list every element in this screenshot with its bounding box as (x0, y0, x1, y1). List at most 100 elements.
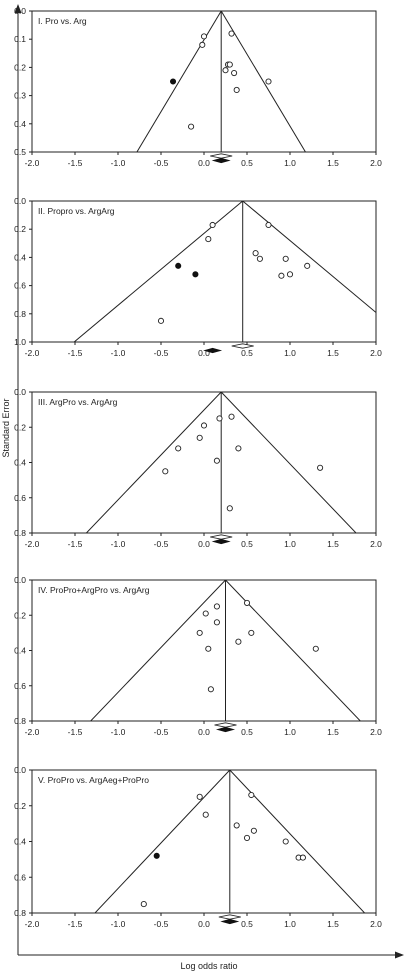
funnel-lines (136, 11, 307, 152)
funnel-left-line (136, 11, 222, 152)
funnel-lines (73, 201, 376, 342)
open-study-point (205, 645, 212, 652)
open-study-point (265, 78, 272, 85)
open-study-point (278, 272, 285, 279)
x-tick-label: 1.5 (327, 158, 339, 168)
x-tick-label: 0.5 (241, 539, 253, 549)
y-tick-label: 0.4 (14, 252, 26, 262)
open-study-point (209, 221, 216, 229)
x-tick-label: -0.5 (154, 348, 169, 358)
open-study-point (207, 686, 214, 693)
x-tick-label: 1.5 (327, 348, 339, 358)
filled-study-point (192, 271, 199, 278)
panel-title: III. ArgPro vs. ArgArg (38, 397, 118, 407)
open-study-point (233, 86, 240, 94)
x-tick-label: -1.5 (68, 727, 83, 737)
x-tick-label: -1.0 (111, 158, 126, 168)
y-tick-label: 0.2 (14, 422, 26, 432)
y-tick-label: 0.0 (14, 6, 26, 16)
panel-2: -2.0 -1.5 -1.0 -0.5 0.0 0.5 1.0 1.5 2.0 0.0 0.2 0.4… (14, 196, 382, 358)
open-study-point (175, 445, 182, 452)
x-tick-label: -2.0 (25, 348, 40, 358)
open-study-point (222, 67, 229, 74)
open-study-point (235, 638, 242, 645)
summary-diamond-filled (220, 918, 240, 925)
y-tick-label: 0.8 (14, 908, 26, 918)
open-study-point (282, 255, 289, 262)
open-study-point (286, 271, 294, 278)
open-study-point (162, 468, 169, 475)
panel-title: I. Pro vs. Arg (38, 16, 87, 26)
plot-frame (31, 10, 377, 153)
y-tick-label: 0.2 (14, 610, 26, 620)
y-tick-label: 0.0 (14, 196, 26, 206)
panel-title: II. Propro vs. ArgArg (38, 206, 115, 216)
open-study-point (200, 33, 208, 40)
open-study-point (226, 61, 233, 68)
panel-title: V. ProPro vs. ArgAeg+ProPro (38, 775, 149, 785)
open-study-point (140, 901, 147, 908)
summary-diamond-filled (215, 726, 236, 733)
summary-diamond-filled (211, 538, 231, 545)
x-tick-label: -1.0 (111, 727, 126, 737)
x-tick-label: -2.0 (25, 727, 40, 737)
x-tick-label: -1.5 (68, 919, 83, 929)
x-tick-label: -1.5 (68, 539, 83, 549)
y-tick-label: 0.0 (14, 387, 26, 397)
plot-frame (31, 391, 377, 534)
x-tick-label: -1.0 (111, 919, 126, 929)
y-tick-label: 0.8 (14, 528, 26, 538)
filled-study-point (175, 262, 182, 269)
open-study-point (231, 69, 238, 77)
y-tick-label: 0.2 (14, 801, 26, 811)
x-tick-label: 0.5 (241, 919, 253, 929)
open-study-point (256, 255, 263, 262)
plot-frame (31, 579, 377, 722)
funnel-right-line (220, 11, 307, 152)
x-tick-label: -1.0 (111, 348, 126, 358)
filled-study-point (153, 852, 160, 859)
filled-study-point (169, 78, 177, 85)
y-tick-label: 0.4 (14, 119, 26, 129)
open-study-point (312, 645, 319, 652)
x-tick-label: 1.0 (284, 539, 296, 549)
open-study-point (252, 250, 259, 257)
open-study-point (202, 610, 209, 617)
x-tick-label: -2.0 (25, 158, 40, 168)
open-study-point (213, 619, 220, 626)
panel-1: -2.0 -1.5 -1.0 -0.5 0.0 0.5 1.0 1.5 2.0 0.0 0.1 0.2… (14, 6, 382, 168)
x-axis-arrowhead (395, 951, 404, 959)
funnel-left-line (89, 580, 226, 721)
x-tick-label: 0.0 (198, 727, 210, 737)
funnel-left-line (73, 201, 244, 342)
summary-diamond-open (210, 153, 233, 159)
x-tick-label: -0.5 (154, 727, 169, 737)
summary-diamond-open (218, 914, 241, 920)
open-study-point (228, 30, 235, 37)
y-tick-label: 0.0 (14, 765, 26, 775)
plot-frame (31, 769, 377, 914)
funnel-lines (85, 392, 357, 533)
x-tick-label: 1.0 (284, 727, 296, 737)
open-study-point (248, 791, 255, 799)
y-tick-label: 0.5 (14, 147, 26, 157)
funnel-left-line (94, 770, 231, 913)
x-tick-label: -1.5 (68, 158, 83, 168)
open-study-point (235, 445, 242, 452)
open-study-point (202, 811, 209, 818)
x-tick-label: 0.0 (198, 919, 210, 929)
open-study-point (196, 793, 203, 800)
x-tick-label: 2.0 (370, 727, 382, 737)
funnel-right-line (225, 580, 362, 721)
x-tick-label: 0.5 (241, 158, 253, 168)
summary-diamond-open (210, 534, 233, 540)
panel-5: -2.0 -1.5 -1.0 -0.5 0.0 0.5 1.0 1.5 2.0 0.0 0.2 0.4… (14, 765, 382, 929)
open-study-point (299, 854, 306, 861)
y-tick-label: 0.6 (14, 281, 26, 291)
x-tick-label: 1.5 (327, 539, 339, 549)
open-study-point (233, 822, 240, 829)
y-tick-label: 0.4 (14, 458, 26, 468)
x-tick-label: 2.0 (370, 919, 382, 929)
funnel-right-line (242, 201, 376, 314)
